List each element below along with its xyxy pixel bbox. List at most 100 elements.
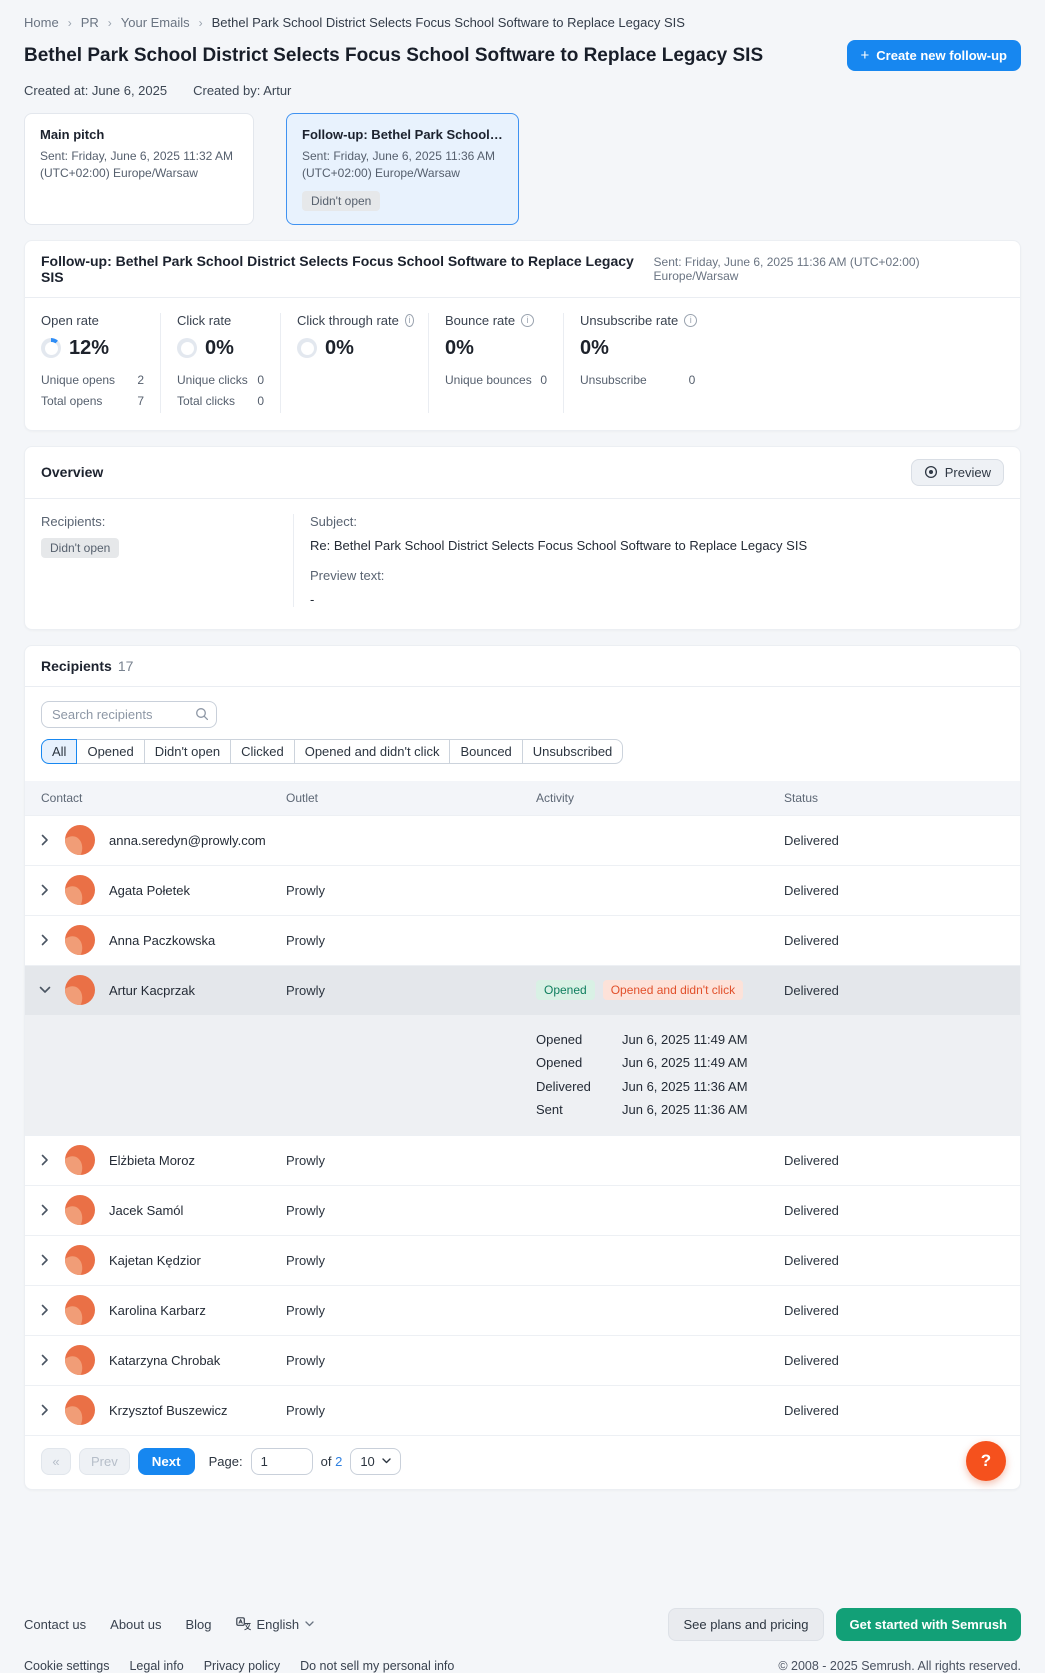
page-title: Bethel Park School District Selects Focu… — [24, 44, 764, 66]
page-number-input[interactable] — [250, 1447, 313, 1475]
legal-link[interactable]: Cookie settings — [24, 1658, 110, 1673]
followup-title: Follow-up: Bethel Park School District S… — [41, 252, 634, 285]
expand-chevron-icon[interactable] — [41, 934, 65, 946]
followup-card[interactable]: Follow-up: Bethel Park School Dist... Sen… — [286, 113, 519, 225]
table-row[interactable]: Katarzyna Chrobak Prowly Delivered — [25, 1334, 1020, 1385]
expand-chevron-icon[interactable] — [41, 834, 65, 846]
recipients-title: Recipients — [41, 657, 112, 674]
metric-row-value: 0 — [540, 372, 547, 387]
avatar — [65, 1345, 95, 1376]
expand-chevron-icon[interactable] — [41, 1254, 65, 1266]
expand-chevron-icon[interactable] — [41, 1404, 65, 1416]
table-row[interactable]: Kajetan Kędzior Prowly Delivered — [25, 1234, 1020, 1285]
breadcrumb-current: Bethel Park School District Selects Focu… — [211, 15, 685, 30]
activity-filter-group: All Opened Didn't open Clicked Opened and di… — [41, 738, 1004, 764]
metric-value: 0% — [445, 336, 474, 359]
status: Delivered — [784, 1252, 839, 1268]
footer-link-contact-us[interactable]: Contact us — [24, 1616, 87, 1632]
avatar — [65, 975, 95, 1006]
contact-name: anna.seredyn@prowly.com — [109, 832, 266, 848]
overview-panel: Overview Preview Recipients: Didn't open… — [24, 445, 1021, 630]
language-label: English — [256, 1616, 300, 1632]
page-size-select[interactable]: 10 — [350, 1447, 401, 1475]
filter-chip[interactable]: Unsubscribed — [521, 738, 624, 764]
card-sent-timestamp: Sent: Friday, June 6, 2025 11:32 AM (UTC… — [40, 149, 234, 180]
chevron-right-icon: › — [198, 15, 203, 30]
column-header: Contact — [41, 790, 83, 805]
breadcrumb-link[interactable]: Your Emails — [120, 15, 190, 30]
info-icon[interactable]: i — [521, 313, 535, 327]
table-row[interactable]: anna.seredyn@prowly.com Delivered — [25, 814, 1020, 865]
expand-chevron-icon[interactable] — [41, 884, 65, 896]
search-input[interactable] — [41, 700, 217, 728]
outlet: Prowly — [286, 1402, 326, 1418]
card-title: Follow-up: Bethel Park School Dist... — [302, 127, 503, 142]
metric-label: Open rate — [41, 312, 99, 328]
first-page-button[interactable]: « — [41, 1447, 71, 1475]
outlet: Prowly — [286, 1152, 326, 1168]
breadcrumb-link[interactable]: PR — [80, 15, 99, 30]
outlet: Prowly — [286, 932, 326, 948]
table-row[interactable]: Anna Paczkowska Prowly Delivered — [25, 914, 1020, 965]
prev-page-button[interactable]: Prev — [79, 1447, 130, 1475]
expand-chevron-icon[interactable] — [39, 984, 65, 996]
table-row[interactable]: Karolina Karbarz Prowly Delivered — [25, 1284, 1020, 1335]
expand-chevron-icon[interactable] — [41, 1154, 65, 1166]
footer-link-about-us[interactable]: About us — [110, 1616, 162, 1632]
of-label: of — [320, 1453, 332, 1469]
preview-button[interactable]: Preview — [910, 458, 1004, 486]
info-icon[interactable]: i — [684, 313, 698, 327]
expand-chevron-icon[interactable] — [41, 1354, 65, 1366]
total-pages-link[interactable]: 2 — [335, 1453, 343, 1469]
metric-label: Unsubscribe rate — [580, 312, 679, 328]
event-label: Opened — [536, 1031, 583, 1047]
filter-chip[interactable]: Opened and didn't click — [293, 738, 451, 764]
followup-stats-panel: Follow-up: Bethel Park School District S… — [24, 239, 1021, 431]
preview-text-value: - — [310, 591, 315, 607]
filter-chip[interactable]: Bounced — [449, 738, 523, 764]
filter-chip[interactable]: Opened — [76, 738, 145, 764]
table-row[interactable]: Agata Połetek Prowly Delivered — [25, 864, 1020, 915]
pagination: « Prev Next Page: of 2 10 — [25, 1434, 1020, 1489]
outlet: Prowly — [286, 982, 326, 998]
card-title: Main pitch — [40, 127, 105, 142]
metric-row-value: 2 — [137, 372, 144, 387]
legal-link[interactable]: Do not sell my personal info — [300, 1658, 455, 1673]
metric-row-value: 0 — [257, 394, 264, 409]
breadcrumb-link[interactable]: Home — [24, 15, 59, 30]
filter-chip[interactable]: All — [41, 738, 78, 764]
outlet: Prowly — [286, 882, 326, 898]
activity-badges: Opened Opened and didn't click — [536, 980, 784, 1001]
expand-chevron-icon[interactable] — [41, 1304, 65, 1316]
status: Delivered — [784, 1152, 839, 1168]
info-icon[interactable]: i — [404, 313, 414, 327]
avatar — [65, 1395, 95, 1426]
legal-link[interactable]: Privacy policy — [203, 1658, 281, 1673]
main-pitch-card[interactable]: Main pitch Sent: Friday, June 6, 2025 11:… — [24, 113, 254, 225]
help-button[interactable]: ? — [966, 1441, 1006, 1481]
contact-name: Katarzyna Chrobak — [109, 1352, 221, 1368]
filter-chip[interactable]: Didn't open — [143, 738, 232, 764]
create-follow-up-button[interactable]: + Create new follow-up — [846, 40, 1021, 71]
status: Delivered — [784, 932, 839, 948]
footer-link-blog[interactable]: Blog — [185, 1616, 212, 1632]
next-page-button[interactable]: Next — [137, 1447, 195, 1475]
table-row[interactable]: Elżbieta Moroz Prowly Delivered — [25, 1134, 1020, 1185]
metric-row-value: 0 — [688, 372, 696, 387]
metric-value: 0% — [325, 336, 354, 359]
expand-chevron-icon[interactable] — [41, 1204, 65, 1216]
get-started-button[interactable]: Get started with Semrush — [835, 1607, 1021, 1641]
table-row[interactable]: Artur Kacprzak Prowly Opened Opened and d… — [25, 964, 1020, 1015]
page-label: Page: — [208, 1453, 243, 1469]
table-row[interactable]: Jacek Samól Prowly Delivered — [25, 1184, 1020, 1235]
legal-link[interactable]: Legal info — [129, 1658, 184, 1673]
table-row[interactable]: Krzysztof Buszewicz Prowly Delivered — [25, 1384, 1020, 1435]
filter-chip[interactable]: Clicked — [230, 738, 295, 764]
see-plans-button[interactable]: See plans and pricing — [668, 1607, 824, 1641]
outlet: Prowly — [286, 1202, 326, 1218]
language-selector[interactable]: English — [235, 1616, 315, 1632]
metric-row-label: Unsubscribe — [580, 372, 647, 387]
avatar — [65, 875, 95, 906]
metric-row-value: 7 — [137, 394, 144, 409]
